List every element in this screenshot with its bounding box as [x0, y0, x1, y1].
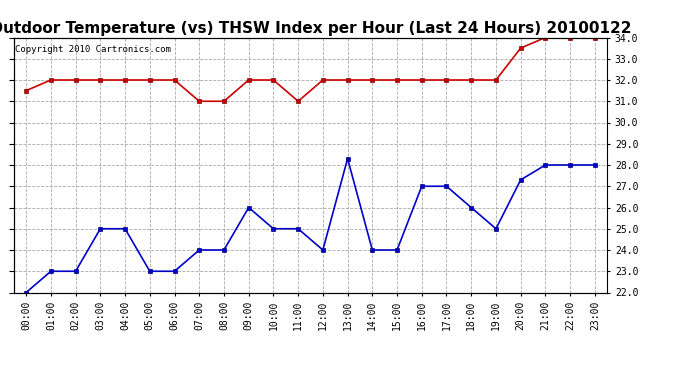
Text: Copyright 2010 Cartronics.com: Copyright 2010 Cartronics.com — [15, 45, 171, 54]
Title: Outdoor Temperature (vs) THSW Index per Hour (Last 24 Hours) 20100122: Outdoor Temperature (vs) THSW Index per … — [0, 21, 631, 36]
